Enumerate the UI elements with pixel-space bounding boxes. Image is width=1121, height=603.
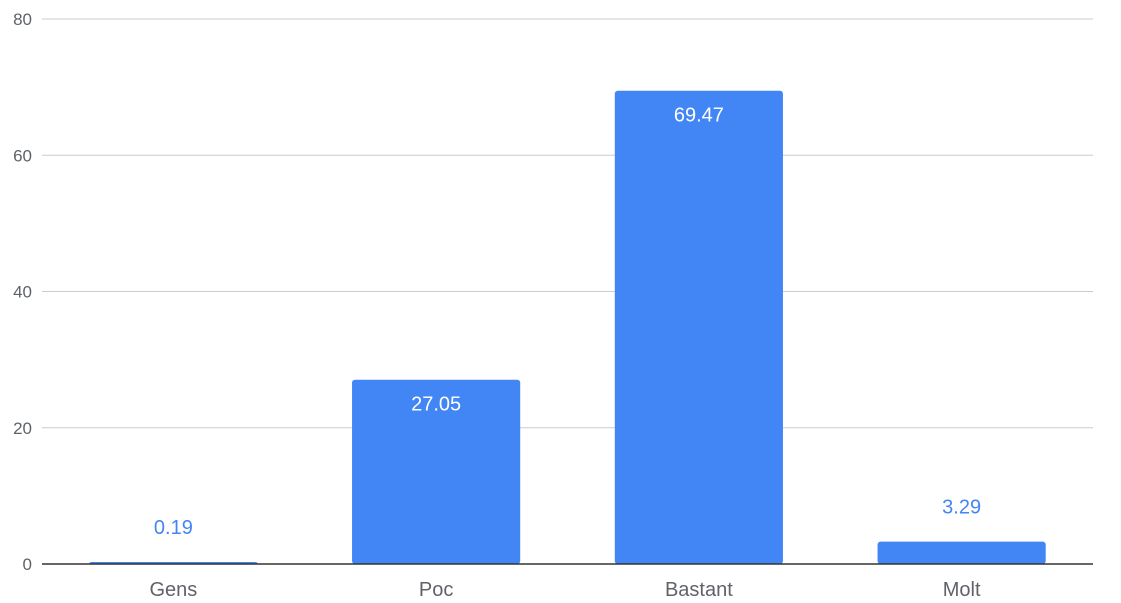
data-label: 0.19 (154, 517, 193, 539)
x-category-label: Gens (149, 579, 197, 601)
y-tick-label: 20 (13, 419, 32, 438)
data-label: 27.05 (411, 394, 461, 416)
bars (89, 90, 1046, 564)
y-tick-label: 0 (23, 555, 32, 574)
x-axis-categories: Gens Poc Bastant Molt (149, 579, 980, 601)
bar (614, 90, 783, 564)
y-tick-label: 80 (13, 10, 32, 29)
y-tick-label: 60 (13, 146, 32, 165)
y-tick-label: 40 (13, 283, 32, 302)
data-label: 3.29 (942, 497, 981, 519)
x-category-label: Molt (943, 579, 981, 601)
data-labels: 0.19 27.05 69.47 3.29 (154, 105, 981, 539)
x-category-label: Poc (419, 579, 453, 601)
data-label: 69.47 (674, 105, 724, 127)
x-category-label: Bastant (665, 579, 733, 601)
y-axis-ticks: 0 20 40 60 80 (13, 10, 32, 574)
bar (877, 541, 1046, 564)
bar (352, 379, 521, 564)
gridlines (42, 18, 1093, 429)
